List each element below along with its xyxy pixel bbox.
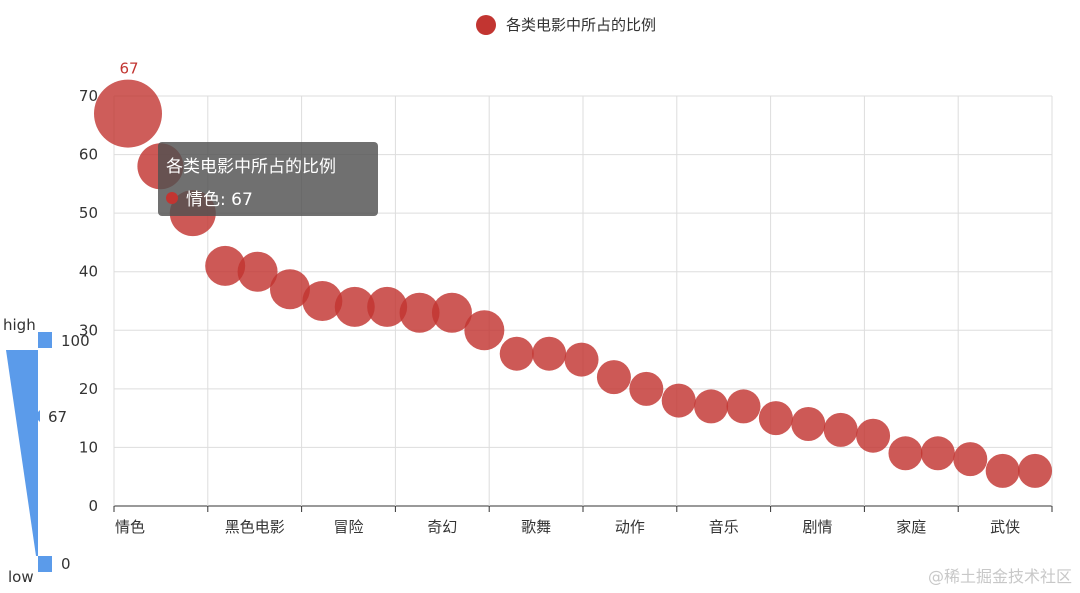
tooltip-value: 情色: 67	[186, 190, 253, 210]
data-bubble	[694, 389, 729, 424]
y-tick-label: 20	[79, 380, 98, 398]
watermark: @稀土掘金技术社区	[927, 567, 1072, 586]
data-bubble	[237, 251, 278, 292]
data-bubble	[661, 383, 696, 418]
data-bubble	[888, 436, 923, 471]
data-bubble	[532, 336, 567, 371]
x-tick-label: 冒险	[333, 518, 363, 536]
x-tick-label: 家庭	[896, 518, 926, 536]
x-tick-label: 音乐	[709, 518, 739, 536]
visualmap-min-label: 0	[61, 555, 71, 573]
x-tick-label: 情色	[115, 518, 145, 536]
data-bubble	[1018, 453, 1053, 488]
y-tick-label: 10	[79, 438, 98, 456]
y-tick-label: 40	[79, 263, 98, 281]
y-tick-label: 0	[88, 497, 98, 515]
data-bubble	[726, 389, 761, 424]
visualmap-value-label: 67	[48, 408, 68, 426]
data-bubble	[399, 292, 440, 333]
tooltip-title: 各类电影中所占的比例	[166, 157, 336, 177]
data-bubble	[302, 281, 343, 321]
data-bubble	[856, 418, 891, 453]
visualmap-high-text: high	[3, 316, 36, 334]
data-bubble	[596, 360, 631, 395]
tooltip-marker	[166, 191, 178, 204]
y-tick-label: 60	[79, 146, 98, 164]
x-tick-label: 动作	[615, 518, 645, 536]
data-bubble	[269, 269, 310, 310]
data-bubble	[367, 286, 408, 327]
chart-legend[interactable]: 各类电影中所占的比例	[476, 14, 656, 35]
data-bubble	[334, 286, 375, 327]
data-bubble	[464, 310, 505, 351]
x-tick-label: 奇幻	[427, 518, 457, 536]
data-bubble	[205, 245, 246, 286]
visualmap-indicator	[34, 410, 40, 422]
visualmap-handle-top	[38, 332, 52, 348]
visualmap-bar	[6, 350, 38, 556]
x-tick-label: 武侠	[990, 518, 1020, 536]
y-tick-label: 50	[79, 204, 98, 222]
x-tick-label: 黑色电影	[225, 518, 285, 536]
data-bubble	[431, 292, 472, 333]
x-tick-label: 剧情	[802, 518, 832, 536]
y-tick-label: 30	[79, 321, 98, 339]
tooltip-row: 情色: 67	[166, 185, 370, 210]
legend-marker	[476, 14, 496, 35]
data-bubble	[499, 336, 534, 371]
data-bubble	[629, 371, 664, 406]
x-tick-label: 歌舞	[521, 518, 551, 536]
data-bubble	[920, 436, 955, 471]
data-bubble	[953, 442, 988, 477]
data-bubble	[758, 401, 793, 436]
data-bubble	[791, 407, 826, 441]
visualmap-handle-bottom	[38, 556, 52, 572]
chart-tooltip: 各类电影中所占的比例 情色: 67	[158, 142, 378, 216]
legend-label: 各类电影中所占的比例	[506, 16, 657, 34]
data-bubble	[94, 79, 162, 148]
visualmap-max-label: 100	[61, 332, 90, 350]
data-bubble	[985, 453, 1020, 488]
visualmap-low-text: low	[8, 568, 34, 586]
y-tick-label: 70	[79, 87, 98, 105]
data-label: 67	[119, 60, 138, 78]
data-bubble	[564, 342, 599, 377]
data-bubble	[823, 412, 858, 447]
